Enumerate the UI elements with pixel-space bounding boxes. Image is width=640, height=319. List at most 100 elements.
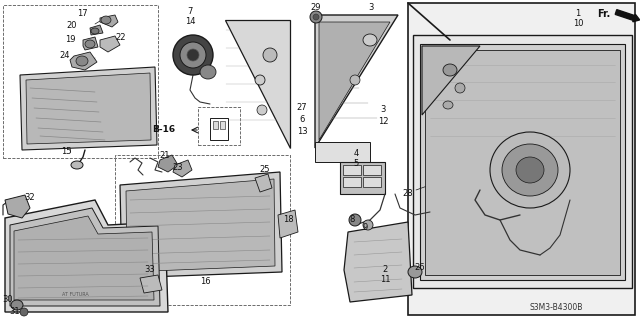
Text: 18: 18 — [283, 216, 293, 225]
Ellipse shape — [85, 40, 95, 48]
Ellipse shape — [20, 308, 28, 316]
Text: 16: 16 — [200, 277, 211, 286]
Bar — [210, 118, 228, 140]
Polygon shape — [425, 50, 620, 275]
Polygon shape — [70, 52, 97, 70]
Ellipse shape — [255, 75, 265, 85]
Polygon shape — [315, 15, 398, 148]
Polygon shape — [420, 44, 625, 280]
Ellipse shape — [71, 161, 83, 169]
Polygon shape — [90, 25, 103, 35]
Ellipse shape — [408, 266, 422, 278]
Text: B-16: B-16 — [152, 125, 175, 135]
Ellipse shape — [350, 75, 360, 85]
Ellipse shape — [455, 83, 465, 93]
Polygon shape — [255, 174, 272, 192]
Polygon shape — [5, 200, 168, 312]
Polygon shape — [344, 222, 412, 302]
Polygon shape — [173, 160, 192, 177]
Text: S3M3-B4300B: S3M3-B4300B — [530, 303, 584, 313]
Text: 26: 26 — [415, 263, 426, 272]
Text: 20: 20 — [67, 21, 77, 31]
Text: 5: 5 — [353, 159, 358, 167]
Ellipse shape — [200, 65, 216, 79]
Text: 1: 1 — [575, 9, 580, 18]
Ellipse shape — [101, 16, 111, 24]
Ellipse shape — [363, 34, 377, 46]
Text: 6: 6 — [300, 115, 305, 124]
Ellipse shape — [257, 105, 267, 115]
Polygon shape — [120, 172, 282, 278]
Text: Fr.: Fr. — [597, 9, 611, 19]
Text: 15: 15 — [61, 147, 71, 157]
Text: 22: 22 — [116, 33, 126, 42]
Polygon shape — [100, 15, 118, 27]
Text: 8: 8 — [349, 214, 355, 224]
Text: 29: 29 — [311, 4, 321, 12]
Polygon shape — [319, 22, 390, 140]
Bar — [3, 5, 158, 158]
Polygon shape — [140, 275, 162, 293]
Ellipse shape — [187, 49, 199, 61]
Text: 9: 9 — [362, 222, 367, 232]
FancyArrow shape — [615, 10, 640, 22]
Text: 27: 27 — [297, 103, 307, 113]
Text: 21: 21 — [160, 151, 170, 160]
Text: 19: 19 — [65, 35, 76, 44]
Text: 17: 17 — [77, 9, 87, 18]
Ellipse shape — [349, 214, 361, 226]
Polygon shape — [278, 210, 298, 238]
Text: 11: 11 — [380, 276, 390, 285]
Polygon shape — [26, 73, 151, 144]
Text: 3: 3 — [380, 106, 386, 115]
Text: 10: 10 — [573, 19, 583, 28]
Bar — [115, 155, 290, 305]
Text: 13: 13 — [297, 127, 307, 136]
Bar — [340, 162, 385, 194]
Ellipse shape — [173, 35, 213, 75]
Text: 33: 33 — [145, 265, 156, 275]
Bar — [363, 177, 381, 187]
Bar — [315, 142, 370, 162]
Ellipse shape — [502, 144, 558, 196]
Polygon shape — [14, 216, 154, 300]
Polygon shape — [408, 3, 635, 315]
Text: 28: 28 — [403, 189, 413, 197]
Polygon shape — [158, 155, 178, 172]
Polygon shape — [422, 46, 480, 115]
Ellipse shape — [91, 28, 99, 34]
Text: 23: 23 — [173, 162, 183, 172]
Text: 31: 31 — [10, 307, 20, 315]
Text: 25: 25 — [260, 166, 270, 174]
Text: 24: 24 — [60, 50, 70, 60]
Ellipse shape — [516, 157, 544, 183]
Ellipse shape — [443, 101, 453, 109]
Bar — [198, 107, 240, 145]
Text: 32: 32 — [25, 192, 35, 202]
Polygon shape — [20, 67, 157, 150]
Polygon shape — [100, 36, 120, 52]
Polygon shape — [10, 208, 160, 306]
Ellipse shape — [313, 14, 319, 20]
Polygon shape — [225, 20, 290, 148]
Bar — [220, 121, 225, 129]
Bar — [213, 121, 218, 129]
Text: 7: 7 — [188, 6, 193, 16]
Ellipse shape — [263, 48, 277, 62]
Polygon shape — [5, 195, 30, 218]
Ellipse shape — [180, 42, 206, 68]
Text: 2: 2 — [382, 265, 388, 275]
Bar — [343, 165, 361, 175]
Text: 14: 14 — [185, 18, 195, 26]
Bar — [343, 177, 361, 187]
Ellipse shape — [443, 64, 457, 76]
Polygon shape — [83, 37, 98, 50]
Text: AT FUTURA: AT FUTURA — [61, 293, 88, 298]
Ellipse shape — [363, 220, 373, 230]
Polygon shape — [413, 35, 632, 288]
Ellipse shape — [11, 300, 23, 310]
Bar — [363, 165, 381, 175]
Text: 4: 4 — [353, 149, 358, 158]
Text: 30: 30 — [3, 295, 13, 305]
Ellipse shape — [310, 11, 322, 23]
